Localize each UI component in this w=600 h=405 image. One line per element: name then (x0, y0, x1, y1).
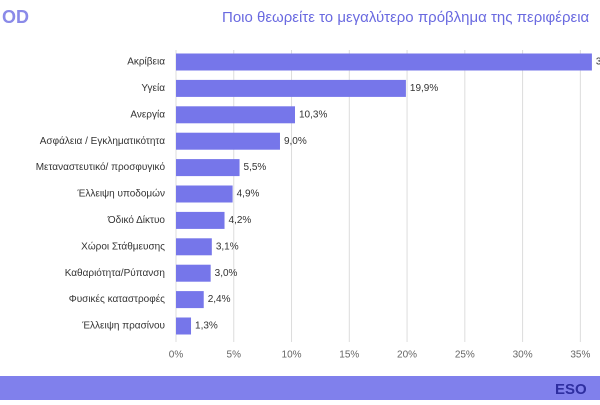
data-label: 2,4% (208, 294, 231, 305)
x-tick-label: 25% (455, 350, 475, 361)
y-tick-label: Όδικό Δίκτυο (107, 214, 166, 226)
bar (176, 317, 192, 335)
y-tick-label: Ακρίβεια (127, 56, 165, 68)
y-tick-label: Καθαριότητα/Ρύπανση (65, 267, 165, 279)
y-tick-label: Υγεία (141, 82, 165, 94)
data-label: 5,5% (244, 162, 267, 173)
x-tick-label: 15% (339, 350, 359, 361)
x-tick-label: 5% (227, 350, 242, 361)
data-label: 3,1% (216, 241, 239, 252)
bar (176, 291, 204, 309)
y-tick-label: Φυσικές καταστροφές (69, 293, 165, 305)
logo: ESO (555, 381, 587, 398)
y-tick-label: Χώροι Στάθμευσης (81, 240, 165, 252)
data-label: 10,3% (299, 109, 327, 120)
x-tick-label: 30% (513, 350, 533, 361)
y-tick-label: Έλλειψη υποδομών (77, 188, 165, 200)
data-label: 3,0% (215, 268, 238, 279)
bar (176, 53, 592, 71)
y-tick-label: Ασφάλεια / Εγκληματικότητα (40, 135, 165, 147)
data-label: 1,3% (195, 321, 218, 332)
bar (176, 264, 211, 282)
bar (176, 132, 280, 150)
bar (176, 185, 233, 203)
bar (176, 238, 212, 256)
y-tick-label: Ανεργία (130, 108, 165, 120)
bar (176, 106, 295, 124)
y-tick-label: Μεταναστευτικό/ προσφυγικό (36, 161, 166, 173)
x-tick-label: 35% (570, 350, 590, 361)
data-label: 4,9% (237, 189, 260, 200)
data-label: 4,2% (229, 215, 252, 226)
x-tick-label: 20% (397, 350, 417, 361)
bar (176, 211, 225, 229)
bar (176, 79, 406, 97)
x-tick-label: 0% (169, 350, 184, 361)
bar (176, 159, 240, 177)
data-label: 36,0% (596, 57, 600, 68)
x-tick-label: 10% (282, 350, 302, 361)
footer-band (0, 376, 600, 400)
data-label: 19,9% (410, 83, 438, 94)
logo: OD (2, 7, 29, 27)
chart-title: Ποιο θεωρείτε το μεγαλύτερο πρόβλημα της… (222, 9, 590, 26)
data-label: 9,0% (284, 136, 307, 147)
y-tick-label: Έλλειψη πρασίνου (81, 320, 165, 332)
